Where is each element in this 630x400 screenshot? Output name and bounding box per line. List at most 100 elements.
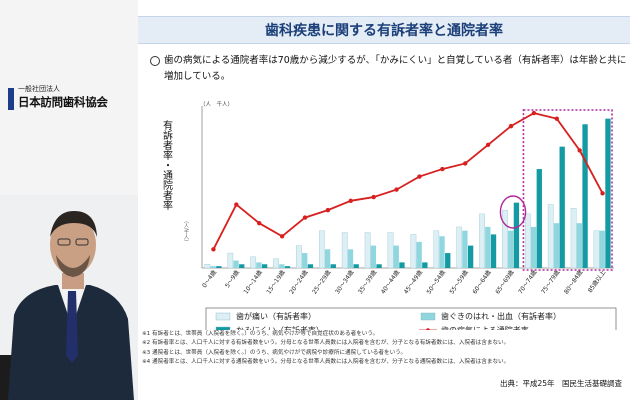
bar-hard-to-chew [284, 266, 291, 268]
bar-gum-bleeding [553, 223, 560, 268]
x-tick-label: 30〜34歳 [333, 269, 355, 296]
bar-tooth-pain [433, 230, 440, 269]
line-point [348, 198, 353, 203]
x-tick-label: 45〜49歳 [402, 269, 424, 296]
bar-gum-bleeding [233, 260, 239, 268]
x-tick-label: 50〜54歳 [425, 269, 447, 296]
x-tick-label: 85歳以上 [586, 269, 607, 295]
footnote: ※1 有訴者とは、世帯員（入院者を除く。）のうち、病気やけが等で自覚症状のある者… [142, 331, 379, 337]
line-point [211, 247, 216, 252]
line-point [279, 234, 285, 239]
bar-gum-bleeding [302, 253, 308, 268]
legend-label: 歯ぐきのはれ・出血（有訴者率） [441, 311, 561, 321]
y-axis-unit: （人/千人） [183, 218, 189, 245]
bar-gum-bleeding [370, 245, 377, 268]
x-tick-label: 75〜79歳 [539, 269, 561, 296]
source-citation: 出典：平成25年 国民生活基礎調査 [499, 379, 622, 388]
line-point [302, 215, 308, 220]
line-point [463, 161, 468, 166]
bar-hard-to-chew [490, 234, 497, 268]
bar-hard-to-chew [307, 264, 314, 268]
x-tick-label: 80〜84歳 [562, 269, 584, 296]
bar-gum-bleeding [508, 230, 514, 268]
x-tick-label: 5〜9歳 [223, 269, 241, 290]
line-point [554, 116, 559, 121]
line-point [417, 174, 422, 179]
bar-hard-to-chew [216, 266, 222, 268]
footnote: ※3 通院者とは、世帯員（入院者を除く。）のうち、病気やけがで病院や診療所に通院… [142, 349, 407, 356]
bar-tooth-pain [341, 232, 348, 269]
bar-tooth-pain [250, 256, 257, 269]
bar-tooth-pain [570, 208, 577, 269]
bar-gum-bleeding [439, 236, 445, 268]
bar-tooth-pain [479, 213, 485, 269]
highlight-ellipse-65-69 [499, 195, 527, 229]
x-tick-label: 55〜59歳 [448, 269, 470, 296]
bar-hard-to-chew [422, 262, 428, 268]
bar-hard-to-chew [605, 118, 611, 269]
bar-tooth-pain [204, 264, 211, 269]
logo-name: 日本訪問歯科協会 [18, 95, 108, 109]
line-point [600, 191, 605, 196]
bar-hard-to-chew [376, 264, 382, 268]
x-tick-label: 10〜14歳 [242, 269, 264, 296]
bar-tooth-pain [456, 226, 463, 269]
bar-tooth-pain [387, 232, 394, 269]
y-unit-note: （人 千人） [200, 100, 233, 108]
highlight-box-elderly [522, 109, 613, 271]
bar-hard-to-chew [536, 169, 542, 268]
bar-gum-bleeding [324, 249, 331, 268]
slide-title: 歯科疾患に関する有訴者率と通院者率 [265, 23, 503, 39]
bar-hard-to-chew [399, 262, 405, 268]
line-point [531, 110, 537, 116]
bar-tooth-pain [318, 230, 325, 269]
legend-label: 歯の病気による通院者率 [441, 325, 529, 330]
x-tick-label: 35〜39歳 [356, 269, 378, 296]
x-tick-label: 70〜74歳 [516, 269, 538, 296]
legend-swatch [215, 326, 231, 330]
bar-hard-to-chew [559, 146, 565, 268]
bar-gum-bleeding [462, 230, 468, 268]
presenter-video [0, 195, 138, 400]
slide-bullet-text: 歯の病気による通院者率は70歳から減少するが、「かみにくい」と自覚している者（有… [164, 55, 627, 82]
bar-gum-bleeding [210, 266, 216, 268]
bar-gum-bleeding [279, 264, 285, 268]
x-tick-label: 40〜44歳 [379, 269, 401, 296]
x-tick-label: 15〜19歳 [265, 269, 287, 296]
logo-subtitle: 一般社団法人 [18, 85, 60, 93]
bar-tooth-pain [524, 213, 531, 269]
bar-tooth-pain [227, 252, 234, 269]
bar-gum-bleeding [393, 245, 399, 268]
line-point [394, 187, 399, 192]
bar-tooth-pain [273, 258, 279, 269]
bar-gum-bleeding [576, 223, 583, 268]
bar-hard-to-chew [261, 264, 268, 268]
bar-hard-to-chew [513, 202, 520, 268]
bar-gum-bleeding [256, 262, 262, 268]
footnotes: ※1 有訴者とは、世帯員（入院者を除く。）のうち、病気やけが等で自覚症状のある者… [142, 330, 630, 368]
bar-hard-to-chew [353, 264, 359, 268]
slide-title-bar: 歯科疾患に関する有訴者率と通院者率 [138, 16, 630, 44]
bar-gum-bleeding [530, 226, 537, 268]
bar-tooth-pain [410, 234, 417, 269]
bar-tooth-pain [593, 230, 600, 269]
line-point [371, 194, 376, 200]
line-point [325, 207, 331, 213]
age-rate-chart: 有訴者率・通院者率 （人/千人） （人 千人） 0〜4歳 5〜9歳 10〜14歳 15〜19… [161, 100, 617, 330]
bar-hard-to-chew [330, 264, 336, 268]
legend-label: かみにくい（有訴者率） [236, 325, 324, 330]
y-axis-title: 有訴者率・通院者率 [161, 119, 173, 211]
legend-swatch [420, 312, 436, 321]
line-point [257, 221, 262, 226]
line-point [508, 123, 514, 129]
bar-hard-to-chew [445, 253, 451, 268]
bar-hard-to-chew [582, 124, 588, 268]
legend-swatch [215, 312, 231, 321]
line-clinic-visit-rate [212, 112, 604, 250]
bar-gum-bleeding [416, 241, 422, 268]
line-point [485, 142, 491, 147]
x-tick-label: 20〜24歳 [287, 269, 309, 296]
legend-swatch-point [425, 328, 431, 330]
bar-gum-bleeding [485, 226, 491, 268]
bar-gum-bleeding [599, 230, 605, 268]
